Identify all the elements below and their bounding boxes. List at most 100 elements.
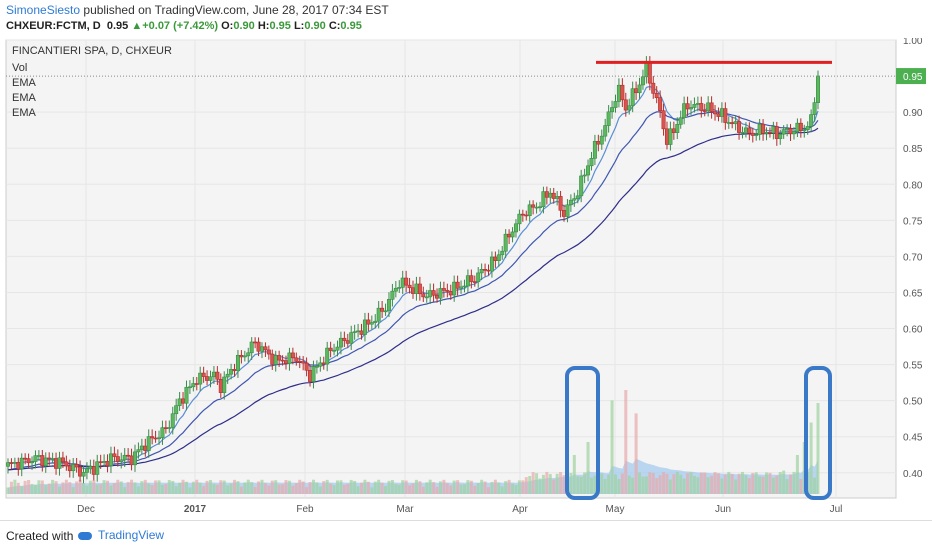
candle-body [273,355,278,365]
volume-bar [744,475,748,494]
candle-body [668,128,673,145]
volume-bar [727,471,731,494]
candle-body [30,461,35,464]
candle-body [575,195,580,199]
candle-body [321,362,326,365]
volume-bar [555,473,559,494]
volume-bar [425,482,429,494]
volume-bar [411,483,415,494]
candle-body [153,437,158,440]
volume-bar [133,482,137,494]
author-link[interactable]: SimoneSiesto [6,3,81,17]
candle-body [798,122,803,131]
volume-bar [754,472,758,494]
candle-body [205,376,210,381]
volume-bar [706,477,710,494]
up-arrow-icon: ▲ [131,20,143,32]
volume-bar [342,484,346,494]
candle-body [187,386,192,389]
volume-bar [480,479,484,494]
footer-bar: Created with TradingView [0,520,932,551]
candle-body [376,307,381,322]
open-label: O: [221,20,234,32]
candle-body [603,125,608,137]
price-chart[interactable]: 0.40 0.45 0.50 0.55 0.60 0.65 0.70 0.75 0.80 0.85… [0,38,932,520]
volume-bar [380,482,384,494]
candle-body [627,105,632,111]
candle-body [325,347,330,365]
volume-bar [768,472,772,494]
candle-body [757,123,762,135]
candle-body [119,459,124,462]
candle-body [266,349,271,355]
volume-bar [209,479,212,494]
candle-body [716,113,721,117]
volume-bar [339,480,343,494]
volume-bar [723,474,727,494]
volume-bar [720,478,724,494]
candle-body [589,158,594,167]
candle-body [57,457,62,469]
volume-bar [507,479,511,494]
candle-body [366,319,371,325]
candle-body [503,233,508,252]
chart-title: FINCANTIERI SPA, D, CHXEUR [12,45,172,57]
y-tick-label: 0.75 [903,216,923,227]
volume-bar [473,485,477,494]
volume-bar [771,477,775,494]
volume-bar [167,479,171,494]
high-value: 0.95 [269,20,291,32]
candle-body [685,103,690,110]
candle-body [54,458,59,469]
y-tick-label: 0.45 [903,433,923,444]
candle-body [19,457,24,470]
volume-highlight-box [804,366,832,500]
candle-body [342,337,347,341]
candle-body [493,256,498,261]
volume-bar [559,471,563,494]
volume-bar [799,478,803,494]
candle-body [761,123,766,134]
volume-bar [528,475,532,494]
volume-bar [154,480,158,494]
volume-bar [562,475,566,494]
candle-body [249,341,254,354]
volume-bar [418,481,422,494]
volume-bar [329,483,333,494]
candle-body [211,371,216,378]
volume-bar [404,480,408,494]
volume-bar [27,479,31,494]
candle-body [613,101,618,108]
volume-bar [679,474,683,494]
volume-bar [610,400,614,494]
candle-body [356,330,361,333]
candle-body [74,464,79,468]
volume-bar [607,474,611,494]
candle-body [256,341,261,352]
candle-body [318,362,323,367]
candle-body [126,454,131,457]
tradingview-logo[interactable]: TradingView [78,528,164,542]
candle-body [479,269,484,274]
volume-bar [112,483,116,494]
volume-bar [95,484,99,494]
candle-body [112,453,117,457]
candle-body [630,88,635,107]
y-tick-label: 0.60 [903,325,923,336]
candle-body [191,383,196,388]
candle-body [201,372,206,377]
candle-body [277,355,282,361]
candle-body [520,213,525,216]
volume-bar [229,483,233,494]
candle-body [393,287,398,292]
candle-body [455,281,460,289]
volume-bar [301,481,305,494]
candle-body [809,114,814,127]
volume-bar [88,480,92,494]
candle-body [229,369,234,375]
symbol-label: CHXEUR:FCTM, D [6,20,101,32]
volume-bar [353,480,357,494]
volume-bar [85,485,89,494]
x-tick-label: Apr [512,504,528,515]
volume-bar [500,486,504,494]
